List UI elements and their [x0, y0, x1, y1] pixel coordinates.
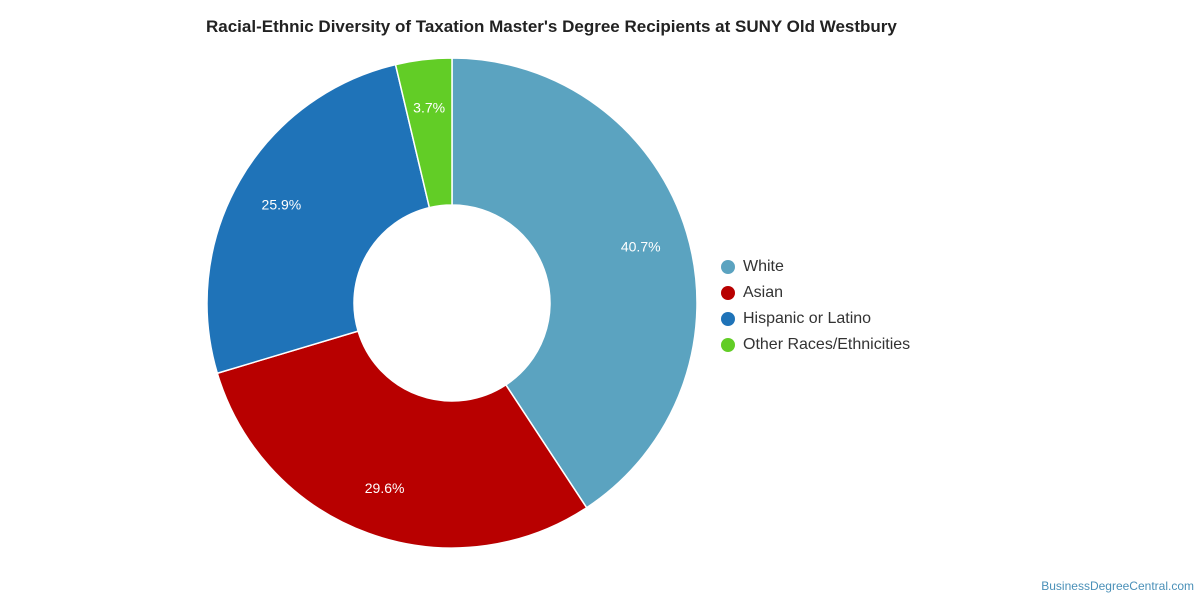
- chart-title: Racial-Ethnic Diversity of Taxation Mast…: [206, 17, 897, 36]
- legend-swatch: [721, 338, 735, 352]
- source-credit[interactable]: BusinessDegreeCentral.com: [1041, 579, 1194, 593]
- chart-legend: White Asian Hispanic or Latino Other Races/…: [721, 254, 910, 358]
- slice-labels: 40.7% 29.6% 25.9% 3.7%: [262, 99, 661, 496]
- slice-other-races-ethnicities[interactable]: [394, 57, 453, 209]
- legend-item[interactable]: Hispanic or Latino: [721, 306, 910, 332]
- legend-item[interactable]: White: [721, 254, 910, 280]
- slice-asian[interactable]: [216, 330, 588, 549]
- legend-swatch: [721, 260, 735, 274]
- slice-label: 40.7%: [621, 238, 661, 254]
- legend-label: White: [743, 258, 784, 275]
- legend-label: Asian: [743, 284, 784, 301]
- legend-item[interactable]: Asian: [721, 280, 910, 306]
- donut-slices: [206, 57, 698, 549]
- slice-label: 25.9%: [262, 197, 302, 213]
- legend-swatch: [721, 286, 735, 300]
- slice-hispanic-or-latino[interactable]: [206, 63, 431, 375]
- legend-item[interactable]: Other Races/Ethnicities: [721, 332, 910, 358]
- slice-label: 3.7%: [413, 99, 445, 115]
- legend-label: Hispanic or Latino: [743, 310, 872, 327]
- slice-label: 29.6%: [365, 480, 405, 496]
- legend-label: Other Races/Ethnicities: [743, 336, 911, 353]
- legend-swatch: [721, 312, 735, 326]
